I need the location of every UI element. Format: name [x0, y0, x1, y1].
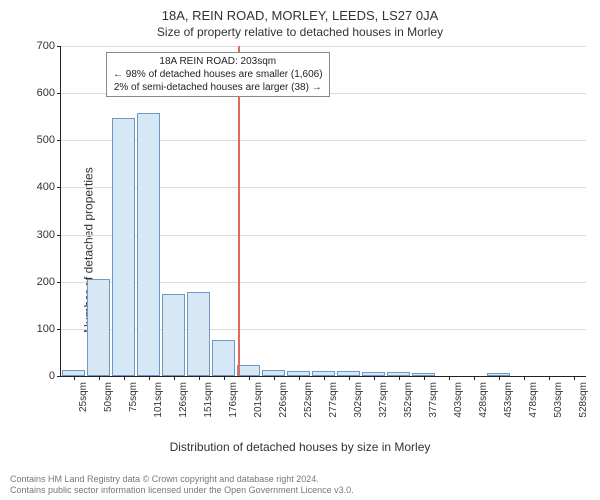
bar	[137, 113, 161, 376]
xtick-label: 226sqm	[278, 382, 289, 418]
xtick-label: 478sqm	[528, 382, 539, 418]
xtick-label: 277sqm	[328, 382, 339, 418]
xtick-mark	[349, 376, 350, 380]
footer-line2: Contains public sector information licen…	[10, 485, 354, 496]
xtick-label: 327sqm	[378, 382, 389, 418]
xtick-label: 403sqm	[453, 382, 464, 418]
xtick-label: 453sqm	[503, 382, 514, 418]
xtick-mark	[499, 376, 500, 380]
xtick-label: 126sqm	[178, 382, 189, 418]
x-axis-label: Distribution of detached houses by size …	[170, 440, 431, 454]
xtick-mark	[174, 376, 175, 380]
xtick-mark	[199, 376, 200, 380]
page-title: 18A, REIN ROAD, MORLEY, LEEDS, LS27 0JA	[0, 0, 600, 23]
xtick-label: 176sqm	[228, 382, 239, 418]
xtick-label: 75sqm	[128, 382, 139, 412]
xtick-mark	[224, 376, 225, 380]
footer-line1: Contains HM Land Registry data © Crown c…	[10, 474, 354, 485]
bar	[87, 279, 111, 376]
xtick-label: 528sqm	[578, 382, 589, 418]
xtick-mark	[124, 376, 125, 380]
xtick-mark	[474, 376, 475, 380]
xtick-mark	[549, 376, 550, 380]
xtick-mark	[374, 376, 375, 380]
annotation-line1: 18A REIN ROAD: 203sqm	[113, 55, 323, 68]
gridline	[61, 46, 586, 47]
xtick-mark	[574, 376, 575, 380]
xtick-mark	[249, 376, 250, 380]
xtick-mark	[424, 376, 425, 380]
xtick-label: 50sqm	[103, 382, 114, 412]
footer: Contains HM Land Registry data © Crown c…	[10, 474, 354, 496]
chart-container: Number of detached properties 0100200300…	[0, 40, 600, 460]
ytick-label: 200	[37, 276, 61, 288]
xtick-mark	[449, 376, 450, 380]
bar	[112, 118, 136, 376]
xtick-label: 25sqm	[78, 382, 89, 412]
xtick-mark	[149, 376, 150, 380]
xtick-label: 503sqm	[553, 382, 564, 418]
bar	[162, 294, 186, 377]
annotation-box: 18A REIN ROAD: 203sqm ← 98% of detached …	[106, 52, 330, 97]
xtick-mark	[399, 376, 400, 380]
xtick-mark	[274, 376, 275, 380]
xtick-mark	[99, 376, 100, 380]
ytick-label: 500	[37, 134, 61, 146]
xtick-mark	[524, 376, 525, 380]
xtick-mark	[74, 376, 75, 380]
annotation-line2: ← 98% of detached houses are smaller (1,…	[113, 68, 323, 81]
xtick-label: 201sqm	[253, 382, 264, 418]
xtick-label: 252sqm	[303, 382, 314, 418]
plot-area: 010020030040050060070025sqm50sqm75sqm101…	[60, 46, 586, 377]
ytick-label: 100	[37, 323, 61, 335]
ytick-label: 300	[37, 229, 61, 241]
bar	[187, 292, 211, 376]
xtick-mark	[299, 376, 300, 380]
ytick-label: 0	[49, 370, 61, 382]
ytick-label: 400	[37, 181, 61, 193]
xtick-label: 101sqm	[153, 382, 164, 418]
bar	[237, 365, 261, 376]
xtick-label: 302sqm	[353, 382, 364, 418]
ytick-label: 700	[37, 40, 61, 52]
xtick-label: 151sqm	[203, 382, 214, 418]
xtick-label: 377sqm	[428, 382, 439, 418]
ytick-label: 600	[37, 87, 61, 99]
xtick-label: 428sqm	[478, 382, 489, 418]
xtick-label: 352sqm	[403, 382, 414, 418]
annotation-line3: 2% of semi-detached houses are larger (3…	[113, 81, 323, 94]
bar	[212, 340, 236, 376]
xtick-mark	[324, 376, 325, 380]
